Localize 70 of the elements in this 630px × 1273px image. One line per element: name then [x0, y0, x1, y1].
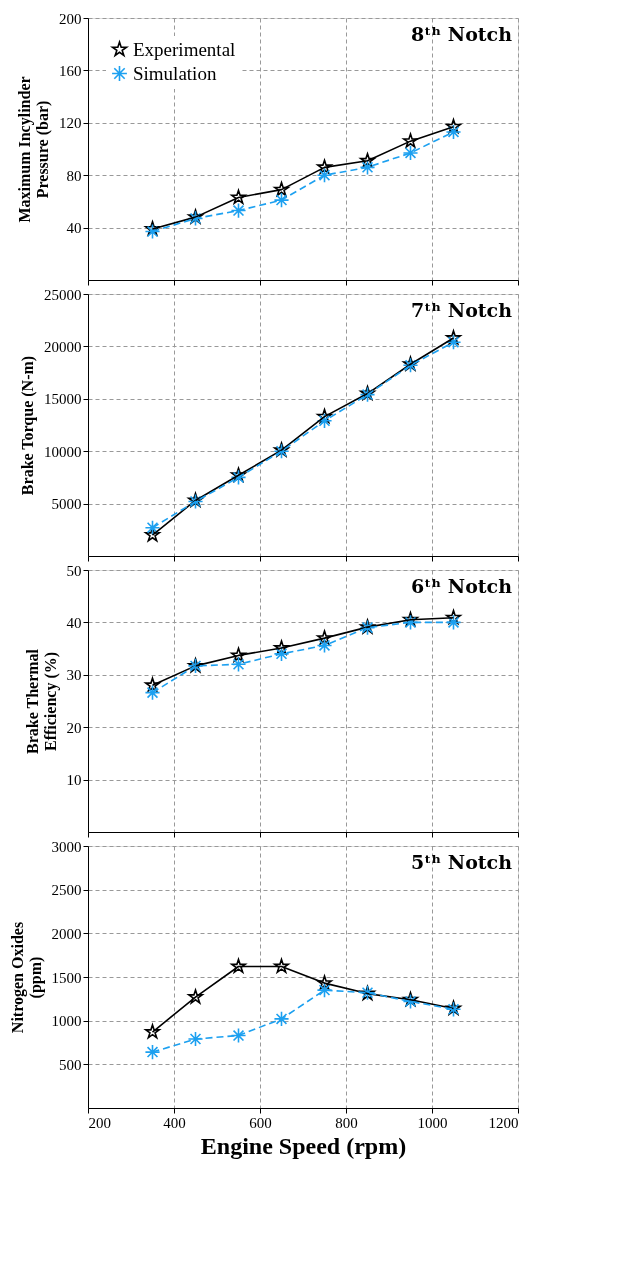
- x-axis-title: Engine Speed (rpm): [200, 1132, 407, 1159]
- x-tick-label: 400: [163, 1114, 186, 1131]
- y-tick-label: 20: [66, 719, 82, 736]
- point: [144, 677, 161, 692]
- legend-label: Experimental: [133, 38, 236, 60]
- legend-label: Simulation: [133, 62, 217, 84]
- y-axis-title: Brake Thermal Efficiency (%): [23, 648, 60, 755]
- y-tick-label: 25000: [44, 286, 82, 303]
- y-tick-label: 200: [59, 10, 82, 27]
- y-tick-label: 5000: [51, 496, 82, 513]
- y-axis-title: Brake Torque (N-m): [19, 355, 37, 496]
- y-tick-label: 120: [59, 115, 82, 132]
- y-tick-label: 20000: [44, 338, 82, 355]
- x-tick-label: 800: [335, 1114, 358, 1131]
- point: [230, 469, 247, 486]
- point: [359, 159, 376, 176]
- point: [144, 684, 161, 701]
- point: [144, 519, 161, 536]
- point: [273, 192, 290, 208]
- point: [273, 181, 290, 197]
- point: [273, 640, 290, 655]
- y-tick-label: 160: [59, 62, 82, 79]
- y-tick-label: 10: [66, 772, 82, 789]
- y-tick-label: 30: [66, 667, 82, 684]
- point: [230, 467, 247, 482]
- y-tick-label: 2500: [51, 882, 82, 899]
- y-tick-label: 10000: [44, 443, 82, 460]
- y-axis-title: Nitrogen Oxides (ppm): [8, 921, 45, 1034]
- y-tick-label: 3000: [51, 838, 82, 855]
- point: [316, 408, 333, 424]
- y-tick-label: 40: [66, 614, 82, 631]
- y-tick-label: 1000: [51, 1013, 82, 1030]
- y-axis-title: Maximum Incylinder Pressure (bar): [16, 76, 52, 223]
- y-tick-label: 40: [66, 220, 82, 237]
- x-tick-label: 1000: [417, 1114, 448, 1131]
- point: [445, 330, 462, 345]
- point: [316, 167, 333, 184]
- point: [402, 614, 419, 631]
- annotation: 8ᵗʰ Notch: [411, 23, 513, 45]
- point: [445, 124, 462, 140]
- point: [402, 611, 419, 627]
- x-tick-label: 200: [88, 1114, 111, 1131]
- point: [445, 614, 462, 631]
- point: [230, 189, 247, 204]
- y-tick-label: 80: [66, 167, 82, 184]
- point: [445, 118, 462, 134]
- point: [445, 334, 462, 351]
- point: [144, 221, 161, 236]
- point: [144, 223, 161, 240]
- y-tick-label: 500: [59, 1056, 82, 1073]
- point: [316, 412, 333, 429]
- y-tick-label: 2000: [51, 925, 82, 942]
- y-tick-label: 15000: [44, 391, 82, 408]
- point: [316, 637, 333, 654]
- annotation: 7ᵗʰ Notch: [411, 299, 513, 321]
- point: [230, 656, 247, 673]
- point: [230, 202, 247, 219]
- y-tick-label: 1500: [51, 969, 82, 986]
- point: [402, 133, 419, 148]
- point: [445, 609, 462, 625]
- annotation: 5ᵗʰ Notch: [411, 851, 513, 873]
- point: [316, 630, 333, 645]
- y-tick-label: 50: [66, 562, 82, 579]
- point: [230, 647, 247, 662]
- point: [402, 145, 419, 161]
- x-tick-label: 1200: [488, 1114, 519, 1131]
- point: [359, 152, 376, 168]
- point: [316, 159, 333, 174]
- x-tick-label: 600: [249, 1114, 272, 1131]
- annotation: 6ᵗʰ Notch: [411, 575, 513, 597]
